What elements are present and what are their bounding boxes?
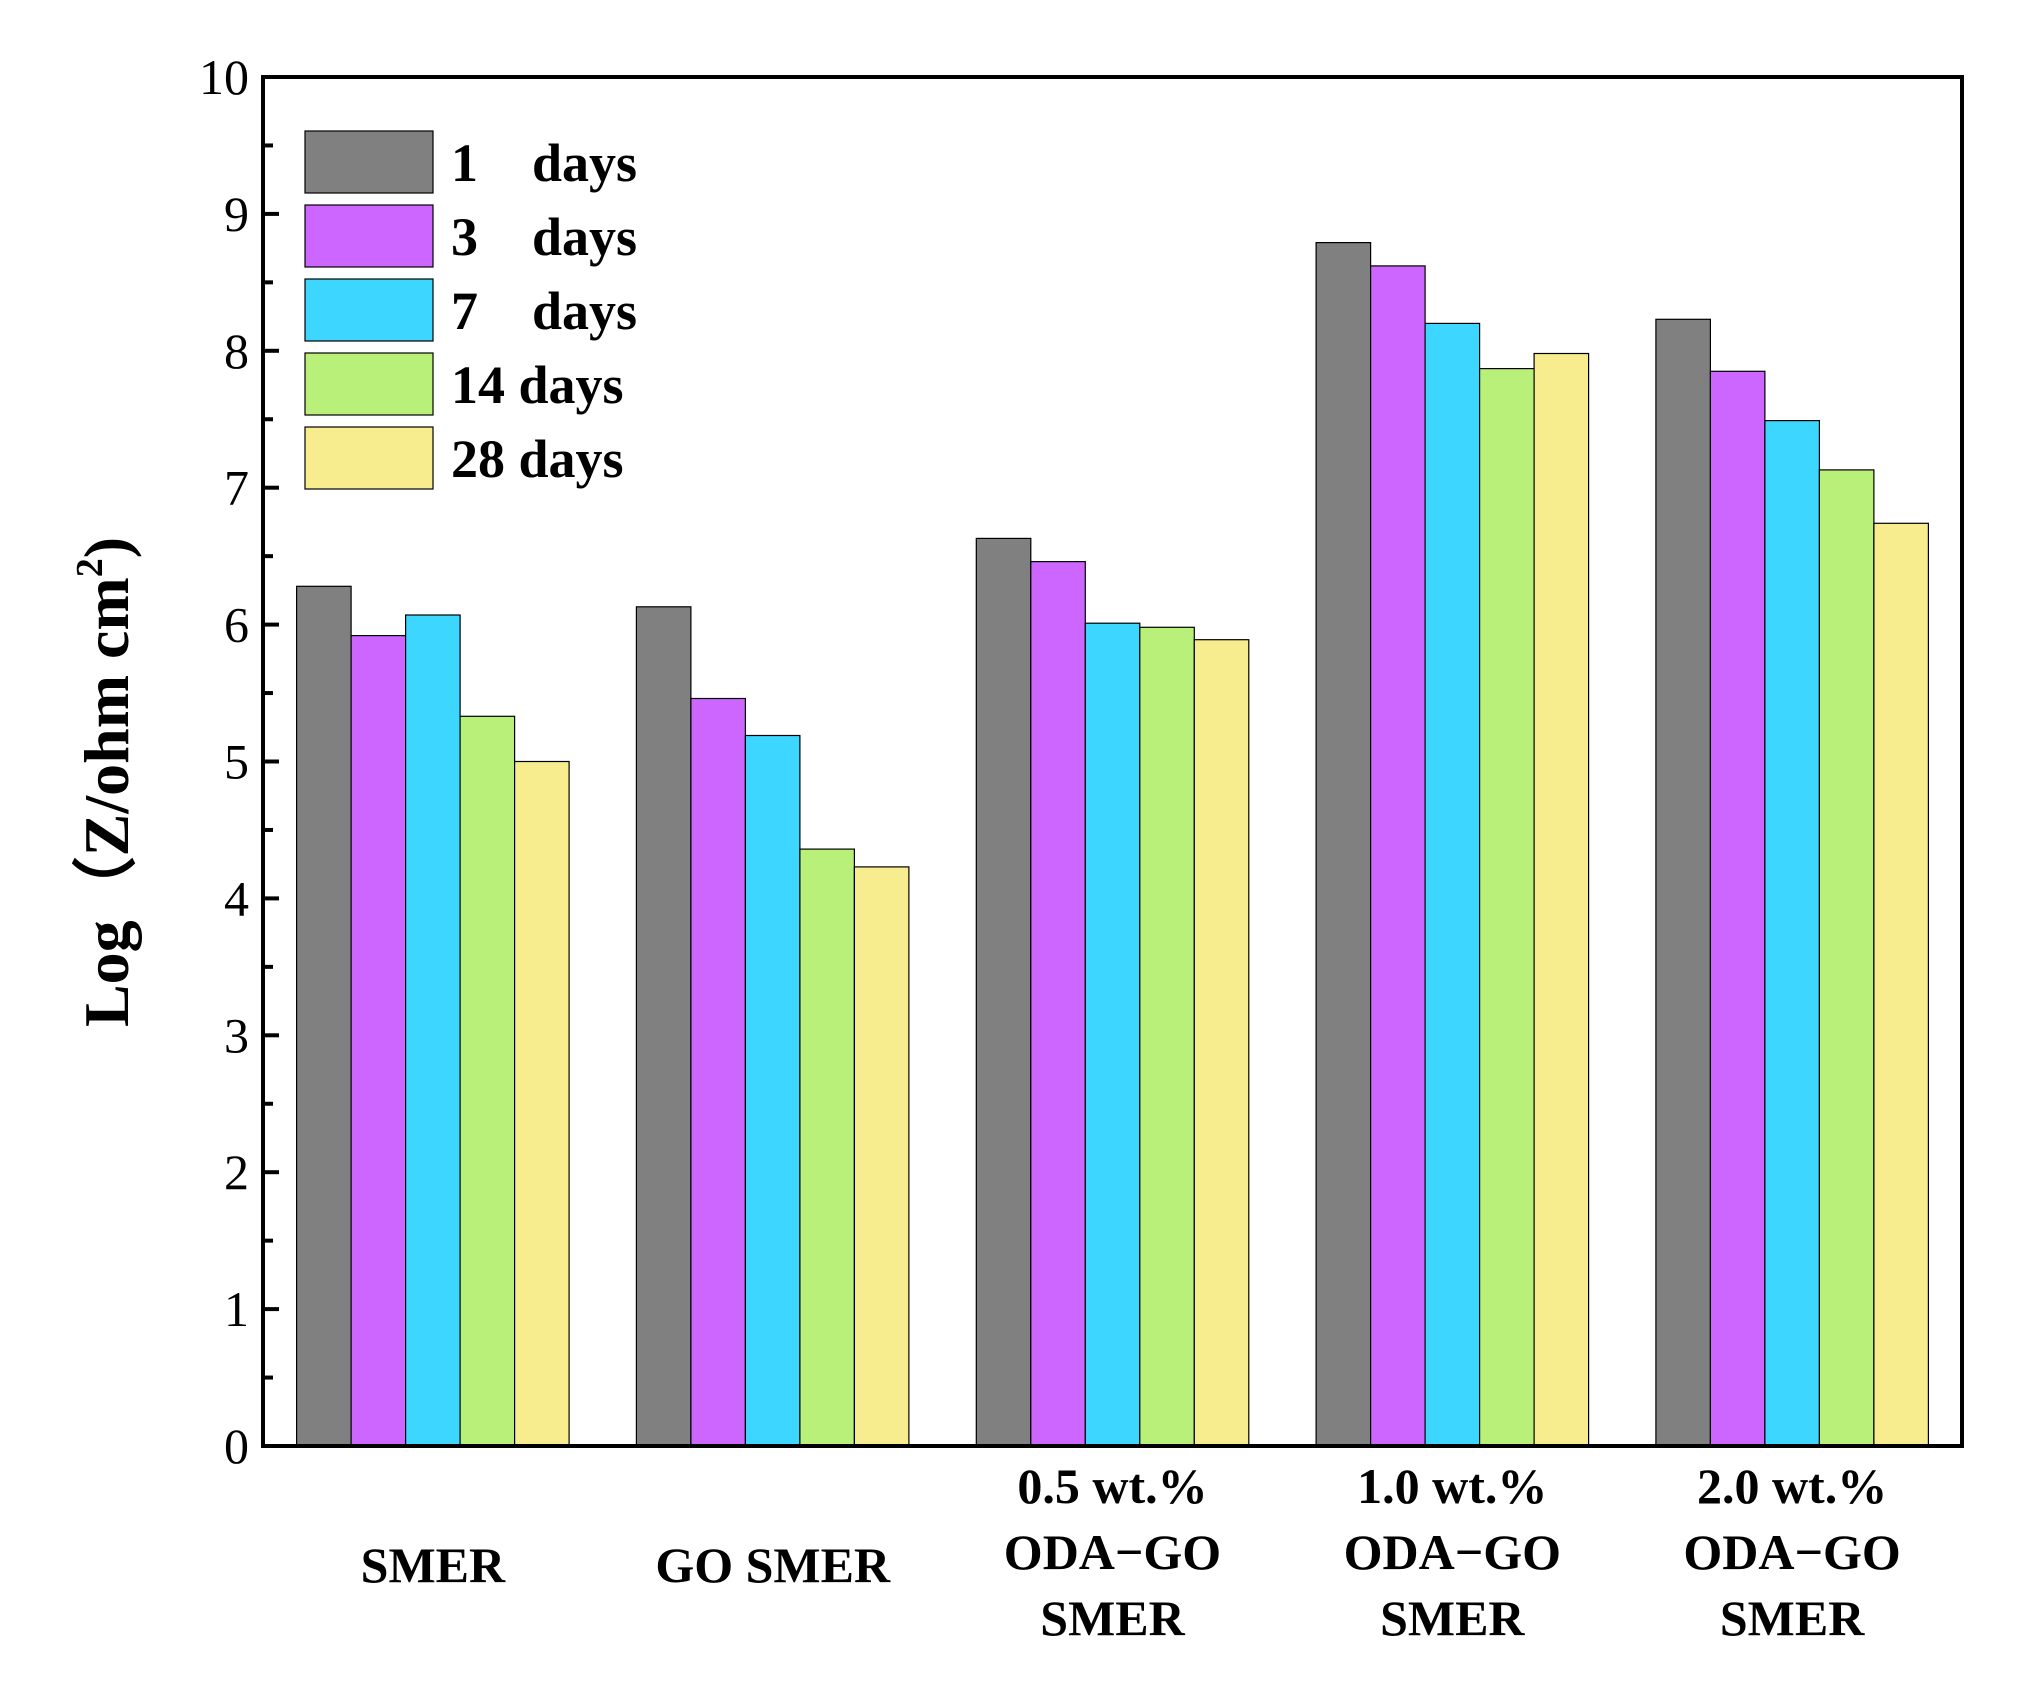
bar-2-1-days xyxy=(635,606,692,1447)
y-tick-label: 0 xyxy=(224,1418,249,1474)
legend-swatch xyxy=(304,426,434,490)
bar-2-14-days xyxy=(799,848,856,1447)
bar-1-3-days xyxy=(350,634,407,1447)
y-tick-label: 10 xyxy=(199,49,249,105)
legend-label: 28 days xyxy=(451,429,624,489)
x-category-label-line: SMER xyxy=(1380,1590,1525,1646)
legend-label: 1 days xyxy=(451,133,637,193)
x-category-label-line: SMER xyxy=(361,1537,506,1593)
y-tick-label: 2 xyxy=(224,1144,249,1200)
y-tick-label: 7 xyxy=(224,460,249,516)
bar-4-3-days xyxy=(1369,265,1426,1447)
bar-2-28-days xyxy=(853,866,910,1447)
bar-1-14-days xyxy=(459,715,516,1447)
bar-2-3-days xyxy=(690,697,747,1447)
bar-5-3-days xyxy=(1709,370,1766,1447)
bar-5-7-days xyxy=(1764,420,1821,1447)
bar-5-28-days xyxy=(1873,522,1930,1447)
y-axis-title-close: ) xyxy=(71,537,142,558)
bars-group xyxy=(296,242,1930,1447)
bar-3-1-days xyxy=(975,537,1032,1447)
y-tick-label: 8 xyxy=(224,323,249,379)
legend: 1 days 3 days 7 days 14 days 28 days xyxy=(304,130,637,490)
bar-5-14-days xyxy=(1818,469,1875,1447)
x-category-label: GO SMER xyxy=(655,1537,891,1593)
x-category-label: 1.0 wt.% ODA−GO SMER xyxy=(1344,1458,1561,1646)
y-tick-label: 5 xyxy=(224,734,249,790)
bar-4-1-days xyxy=(1315,242,1372,1447)
x-category-label-line: 2.0 wt.% xyxy=(1697,1458,1887,1514)
bar-4-14-days xyxy=(1478,368,1535,1447)
x-category-label-line: GO SMER xyxy=(655,1537,891,1593)
y-tick-label: 1 xyxy=(224,1281,249,1337)
y-tick-label: 4 xyxy=(224,870,249,926)
bar-1-1-days xyxy=(296,585,352,1447)
y-tick-label: 9 xyxy=(224,186,249,242)
x-category-label: 2.0 wt.% ODA−GO SMER xyxy=(1683,1458,1900,1646)
bar-3-7-days xyxy=(1084,622,1141,1447)
x-category-label-line: ODA−GO xyxy=(1683,1524,1900,1580)
y-tick-label: 6 xyxy=(224,597,249,653)
bar-4-28-days xyxy=(1533,352,1590,1447)
x-category-label: SMER xyxy=(361,1537,506,1593)
x-category-label-line: 0.5 wt.% xyxy=(1017,1458,1207,1514)
legend-label: 3 days xyxy=(451,207,637,267)
bar-1-7-days xyxy=(405,614,461,1447)
bar-3-14-days xyxy=(1139,626,1195,1447)
y-axis-title: Log（Z/ohm cm2) xyxy=(69,537,142,1027)
legend-label: 14 days xyxy=(451,355,624,415)
bar-2-7-days xyxy=(744,734,801,1447)
bar-4-7-days xyxy=(1424,322,1481,1447)
bar-3-3-days xyxy=(1030,560,1086,1447)
y-tick-label: 3 xyxy=(224,1007,249,1063)
x-category-label-line: SMER xyxy=(1720,1590,1865,1646)
x-category-label: 0.5 wt.% ODA−GO SMER xyxy=(1004,1458,1221,1646)
bar-3-28-days xyxy=(1193,639,1250,1447)
axes-group: 0 1 2 3 4 5 6 7 8 9 10 SMER GO SMER 0.5 wt.% ODA−GO SME… xyxy=(199,49,1964,1646)
x-category-label-line: ODA−GO xyxy=(1004,1524,1221,1580)
x-category-label-line: 1.0 wt.% xyxy=(1357,1458,1547,1514)
y-axis-title-log: Log xyxy=(71,920,142,1027)
y-axis-title-unit: （Z/ohm cm xyxy=(71,577,142,920)
legend-swatch xyxy=(304,352,434,416)
x-category-label-line: ODA−GO xyxy=(1344,1524,1561,1580)
bar-5-1-days xyxy=(1655,318,1712,1447)
y-axis-title-superscript: 2 xyxy=(69,558,111,577)
x-category-label-line: SMER xyxy=(1040,1590,1185,1646)
legend-swatch xyxy=(304,278,434,342)
bar-1-28-days xyxy=(513,760,570,1447)
legend-swatch xyxy=(304,204,434,268)
legend-swatch xyxy=(304,130,434,194)
legend-label: 7 days xyxy=(451,281,637,341)
